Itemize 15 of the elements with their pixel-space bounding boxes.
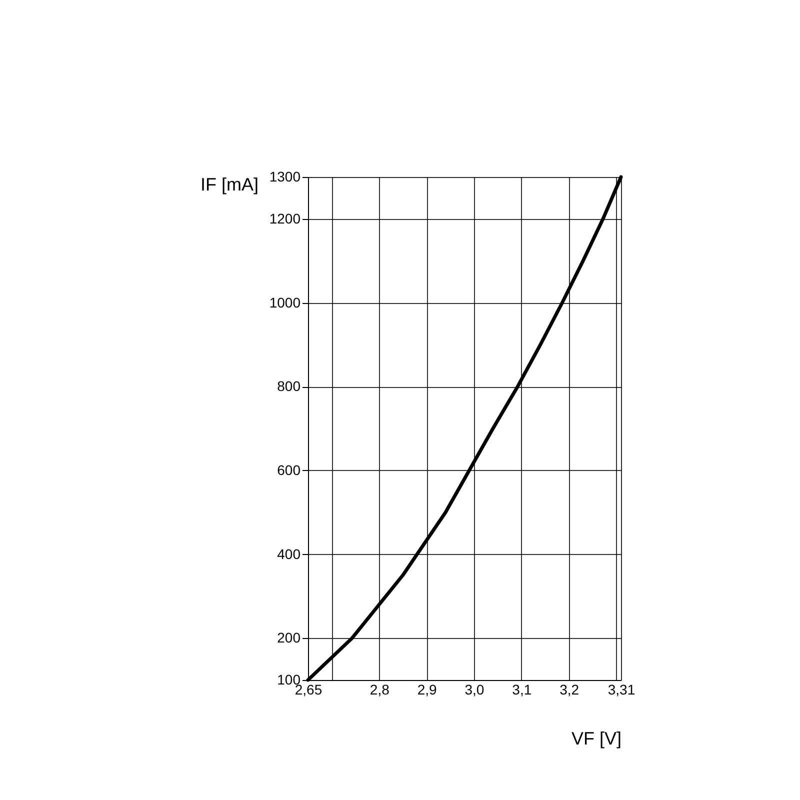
x-tick-label: 2,9 [417,682,437,698]
x-tick-label: 3,31 [608,682,636,698]
x-tick-label: 3,2 [560,682,580,698]
x-axis-title: VF [V] [571,728,622,748]
y-axis-title: IF [mA] [200,174,258,194]
x-tick-label: 2,8 [370,682,390,698]
y-tick-label: 600 [277,462,301,478]
y-tick-label: 1200 [269,210,301,226]
y-tick-label: 800 [277,378,301,394]
y-tick-label: 400 [277,546,301,562]
y-tick-label: 200 [277,630,301,646]
x-tick-label: 3,1 [512,682,532,698]
y-tick-label: 1000 [269,294,301,310]
x-tick-label: 3,0 [464,682,484,698]
y-tick-label: 1300 [269,168,301,184]
